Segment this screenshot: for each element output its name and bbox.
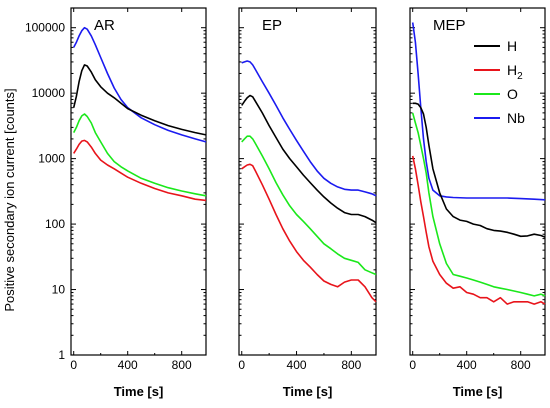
x-tick-label: 400 xyxy=(287,358,307,372)
plot-frame xyxy=(70,7,207,356)
legend-label-subscript: 2 xyxy=(517,71,523,82)
plot-frame xyxy=(238,7,377,356)
legend: H H2 O Nb xyxy=(474,38,525,126)
y-tick-label: 10000 xyxy=(32,86,66,100)
series-line-h2 xyxy=(411,155,546,305)
x-tick-label: 400 xyxy=(457,358,477,372)
panel-mep: 0 400 800 MEP Time [s] xyxy=(409,7,546,399)
plot-frame xyxy=(409,7,546,356)
series-line-h2 xyxy=(73,139,207,202)
x-tick-label: 800 xyxy=(341,358,361,372)
panel-title: MEP xyxy=(433,17,466,34)
y-tick-label: 100000 xyxy=(25,21,65,35)
y-tick-label: 100 xyxy=(45,217,65,231)
x-tick-label: 0 xyxy=(238,358,245,372)
series-line-o xyxy=(411,112,546,297)
x-tick-label: 800 xyxy=(511,358,531,372)
legend-label: H2 xyxy=(507,62,523,82)
x-axis-label: Time [s] xyxy=(453,384,503,399)
y-axis-label: Positive secondary ion current [counts] xyxy=(2,88,17,311)
panel-ar: 0 400 800 1 10 100 1000 10000 100000 AR Time [s] xyxy=(25,7,207,399)
series-line-o xyxy=(72,113,207,197)
x-tick-label: 0 xyxy=(409,358,416,372)
x-tick-label: 400 xyxy=(118,358,138,372)
series-line-nb xyxy=(72,26,207,143)
legend-label: Nb xyxy=(507,110,525,126)
y-tick-label: 10 xyxy=(52,283,66,297)
series-line-o xyxy=(241,135,377,276)
x-axis-label: Time [s] xyxy=(114,384,164,399)
series-line-h xyxy=(412,102,546,238)
series-line-h xyxy=(241,94,377,224)
panel-ep: 0 400 800 EP Time [s] xyxy=(238,7,377,399)
x-tick-label: 0 xyxy=(70,358,77,372)
series-line-h2 xyxy=(241,163,377,303)
x-axis-label: Time [s] xyxy=(283,384,333,399)
series-line-nb xyxy=(241,60,377,197)
panel-title: AR xyxy=(94,17,115,34)
legend-label: H xyxy=(507,38,517,54)
panel-title: EP xyxy=(262,17,282,34)
legend-label: O xyxy=(507,86,518,102)
y-tick-label: 1000 xyxy=(38,152,65,166)
series-line-nb xyxy=(411,22,546,201)
series-line-h xyxy=(72,64,207,136)
x-tick-label: 800 xyxy=(172,358,192,372)
y-tick-label: 1 xyxy=(58,348,65,362)
